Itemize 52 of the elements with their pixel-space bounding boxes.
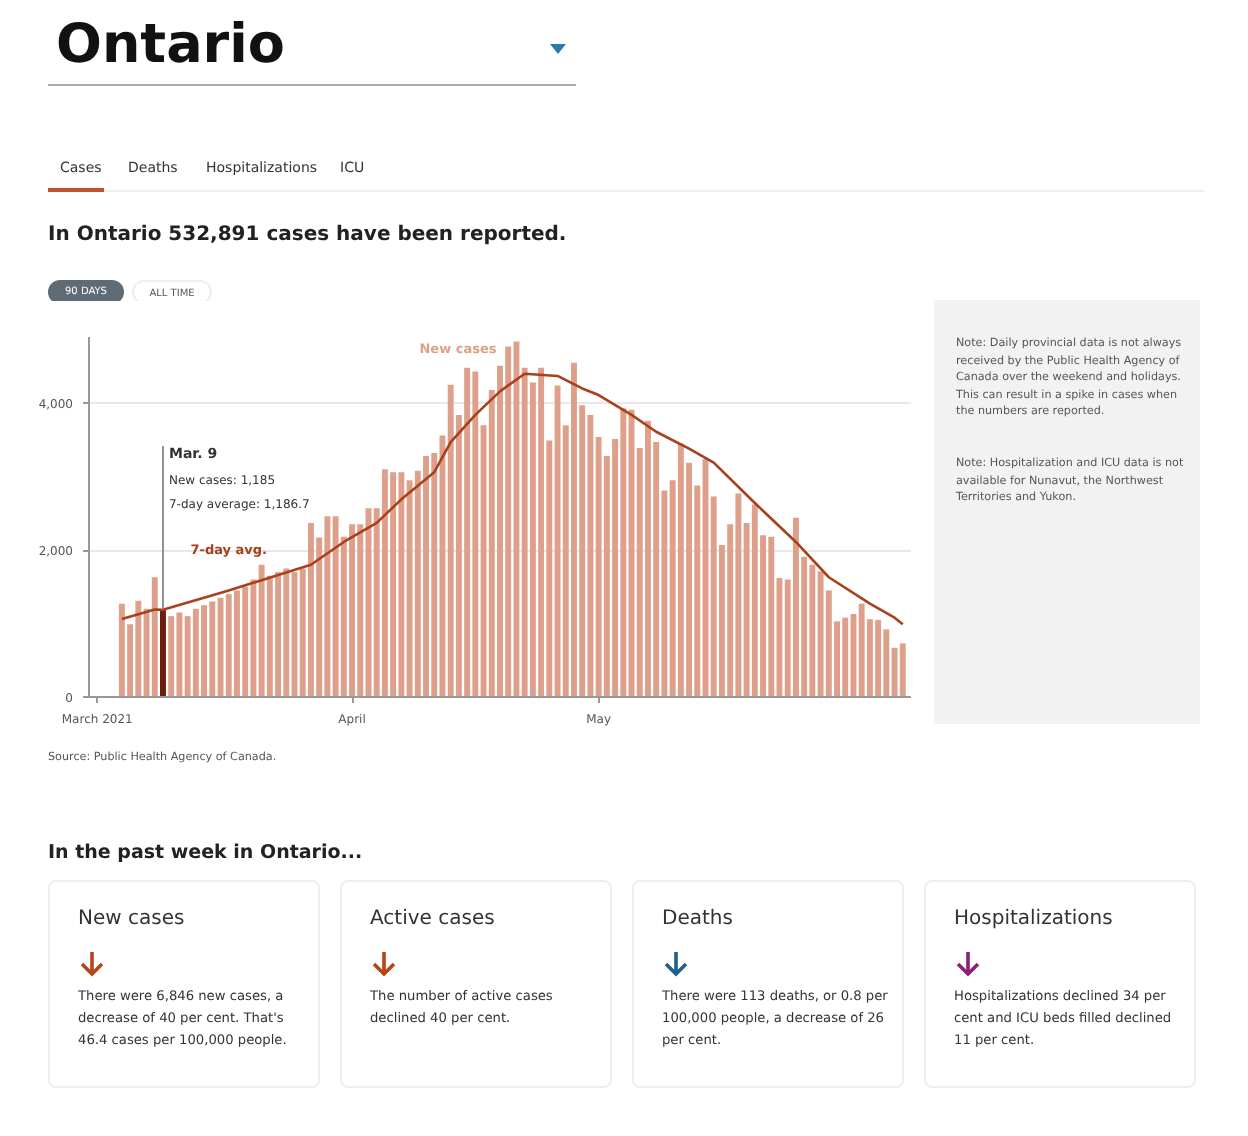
bar (118, 603, 125, 697)
bar (242, 586, 249, 697)
chart-title: Ontario (56, 12, 285, 80)
text: New cases (78, 906, 185, 934)
text: Deaths (662, 906, 733, 934)
bar (258, 564, 265, 697)
bar (398, 472, 405, 697)
bar (390, 472, 397, 697)
bar (225, 594, 232, 697)
bar (209, 601, 216, 697)
bar (792, 517, 799, 697)
text: Hospitalizations (954, 906, 1113, 934)
bar (464, 367, 471, 697)
bar (160, 609, 166, 697)
bar (538, 367, 545, 697)
bar (768, 536, 775, 697)
bar (381, 469, 388, 697)
chart-subtitle: In Ontario 532,891 cases have been reported. (48, 222, 567, 250)
bar (645, 420, 651, 697)
bar (349, 524, 355, 697)
bar (571, 362, 577, 697)
text: In the past week in Ontario... (48, 840, 363, 868)
bar (809, 564, 816, 697)
text: Active cases (370, 906, 495, 934)
bar (620, 408, 627, 697)
bar (135, 600, 142, 697)
bar (324, 516, 331, 697)
bar (423, 456, 429, 697)
bar (858, 603, 865, 697)
bar (307, 522, 314, 697)
bar (513, 341, 520, 697)
bar (176, 612, 183, 697)
bar (234, 590, 240, 697)
bar (184, 616, 191, 697)
bar (201, 605, 208, 697)
line-series (120, 372, 905, 626)
bar (735, 493, 742, 697)
bar (168, 616, 175, 697)
bar (472, 371, 479, 697)
bar (751, 504, 758, 697)
bar (505, 346, 512, 697)
bar (192, 608, 199, 697)
bar (447, 384, 454, 697)
bar (899, 643, 906, 697)
bar (677, 443, 684, 697)
bar (875, 619, 882, 697)
bar (151, 577, 158, 697)
bar (275, 572, 282, 697)
bar (842, 617, 849, 697)
bar (817, 571, 824, 697)
bar (283, 568, 290, 697)
bar (332, 516, 339, 697)
